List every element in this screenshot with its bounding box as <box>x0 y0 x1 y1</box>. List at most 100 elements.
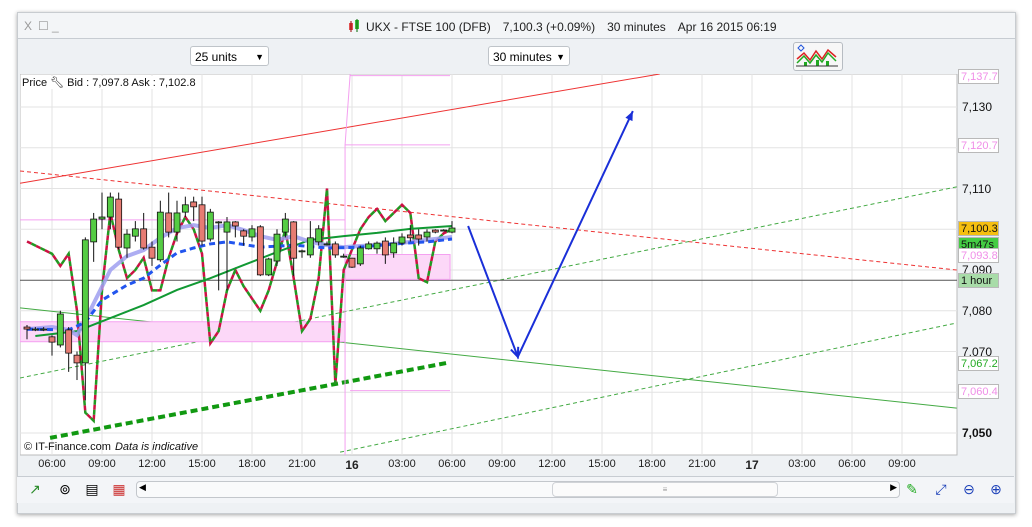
link-icon[interactable]: ⊚ <box>59 481 71 497</box>
candle <box>115 198 123 248</box>
x-tick-label: 03:00 <box>788 458 816 470</box>
properties-icon[interactable]: ▤ <box>85 481 99 497</box>
indicators-button[interactable] <box>793 42 843 71</box>
draw-tool-icon[interactable]: ✎ <box>906 481 918 497</box>
symbol: UKX - FTSE 100 (DFB) <box>366 20 491 34</box>
candle <box>73 354 81 364</box>
title-bar: X ☐ _ UKX - FTSE 100 (DFB) 7,100.3 (+0.09… <box>18 13 1015 39</box>
x-tick-label: 03:00 <box>388 458 416 470</box>
candle <box>398 236 406 244</box>
candle <box>273 233 281 262</box>
candle <box>31 328 39 331</box>
candle <box>231 221 239 227</box>
x-tick-label: 12:00 <box>538 458 566 470</box>
candle <box>223 221 231 233</box>
y-tick-label: 7,070 <box>962 344 993 359</box>
x-tick-label: 18:00 <box>638 458 666 470</box>
candle <box>406 234 414 239</box>
price-tag: 7,093.8 <box>958 247 999 263</box>
candle <box>390 242 398 254</box>
maximize-button[interactable]: ☐ <box>38 19 49 33</box>
zoom-fit-icon[interactable]: ⤢ <box>935 481 947 497</box>
candle <box>190 201 198 208</box>
interval: 30 minutes <box>607 20 666 34</box>
wrench-icon[interactable]: 🔧︎ <box>50 77 65 89</box>
plot-background <box>20 74 958 456</box>
price-tag: 7,120.7 <box>958 137 999 153</box>
chart-header: Price 🔧︎ Bid : 7,097.8 Ask : 7,102.8 <box>22 76 196 89</box>
price-tag: 1 hour <box>958 273 999 289</box>
candle <box>331 243 339 256</box>
candle <box>265 258 273 276</box>
trend-line <box>20 74 660 184</box>
candle <box>40 328 48 331</box>
scrollbar-thumb[interactable]: ≡ <box>552 482 778 497</box>
x-tick-label: 09:00 <box>88 458 116 470</box>
price-chart[interactable] <box>20 74 1020 459</box>
scroll-left-icon[interactable]: ◀ <box>139 482 146 492</box>
y-tick-label: 7,110 <box>962 181 992 196</box>
minimize-button[interactable]: _ <box>52 19 59 33</box>
arrow-head <box>625 111 633 122</box>
moving-average-green <box>35 224 453 338</box>
moving-average-blue <box>26 237 453 332</box>
units-select-value: 25 units <box>195 50 238 64</box>
interval-select[interactable]: 30 minutes ▼ <box>488 46 570 66</box>
chevron-down-icon: ▼ <box>556 52 565 62</box>
candle <box>281 218 289 233</box>
x-tick-label: 16 <box>345 458 359 472</box>
candle <box>440 229 448 232</box>
candle <box>98 216 106 220</box>
price-tag: 7,067.2 <box>958 355 999 371</box>
price-tag: 7,137.7 <box>958 68 999 84</box>
candle <box>315 228 323 243</box>
candle <box>23 326 31 330</box>
candle <box>306 237 314 256</box>
copyright-text: © IT-Finance.com <box>24 441 111 453</box>
candle <box>348 257 356 268</box>
price-tag: 7,100.3 <box>958 221 999 237</box>
indicators-chart-icon <box>796 44 838 67</box>
chart-type-icon[interactable]: ↗ <box>29 481 41 497</box>
candle <box>323 243 331 246</box>
candle <box>81 239 89 364</box>
x-tick-label: 17 <box>745 458 759 472</box>
candle <box>298 250 306 253</box>
last-price: 7,100.3 (+0.09%) <box>502 20 596 34</box>
candle <box>248 228 256 238</box>
candle <box>165 212 173 233</box>
x-tick-label: 15:00 <box>588 458 616 470</box>
x-tick-label: 15:00 <box>188 458 216 470</box>
y-tick-label: 7,130 <box>962 100 993 114</box>
datetime: Apr 16 2015 06:19 <box>677 20 777 34</box>
x-tick-label: 06:00 <box>838 458 866 470</box>
candle <box>181 204 189 213</box>
candle <box>106 196 114 218</box>
candle <box>48 336 56 343</box>
x-tick-label: 09:00 <box>488 458 516 470</box>
interval-select-value: 30 minutes <box>493 50 552 64</box>
horizontal-scrollbar[interactable]: ◀ ≡ ▶ <box>136 481 900 498</box>
level-step <box>344 74 351 455</box>
x-tick-label: 21:00 <box>288 458 316 470</box>
trend-line <box>339 322 957 453</box>
candle <box>240 230 248 237</box>
candle <box>156 211 164 261</box>
table-icon[interactable]: ▦ <box>112 481 126 497</box>
candle <box>448 227 456 233</box>
candle <box>431 229 439 233</box>
candle <box>423 231 431 238</box>
copyright: © IT-Finance.com Data is indicative <box>24 441 198 453</box>
units-select[interactable]: 25 units ▼ <box>190 46 269 66</box>
zoom-out-icon[interactable]: ⊖ <box>963 481 975 497</box>
envelope-green <box>26 188 453 424</box>
zoom-in-icon[interactable]: ⊕ <box>990 481 1002 497</box>
x-tick-label: 09:00 <box>888 458 916 470</box>
candle <box>215 221 223 224</box>
candle <box>131 228 139 237</box>
x-tick-label: 06:00 <box>38 458 66 470</box>
scroll-right-icon[interactable]: ▶ <box>890 482 897 492</box>
candle <box>373 242 381 250</box>
data-note: Data is indicative <box>114 441 199 453</box>
close-button[interactable]: X <box>24 19 33 33</box>
